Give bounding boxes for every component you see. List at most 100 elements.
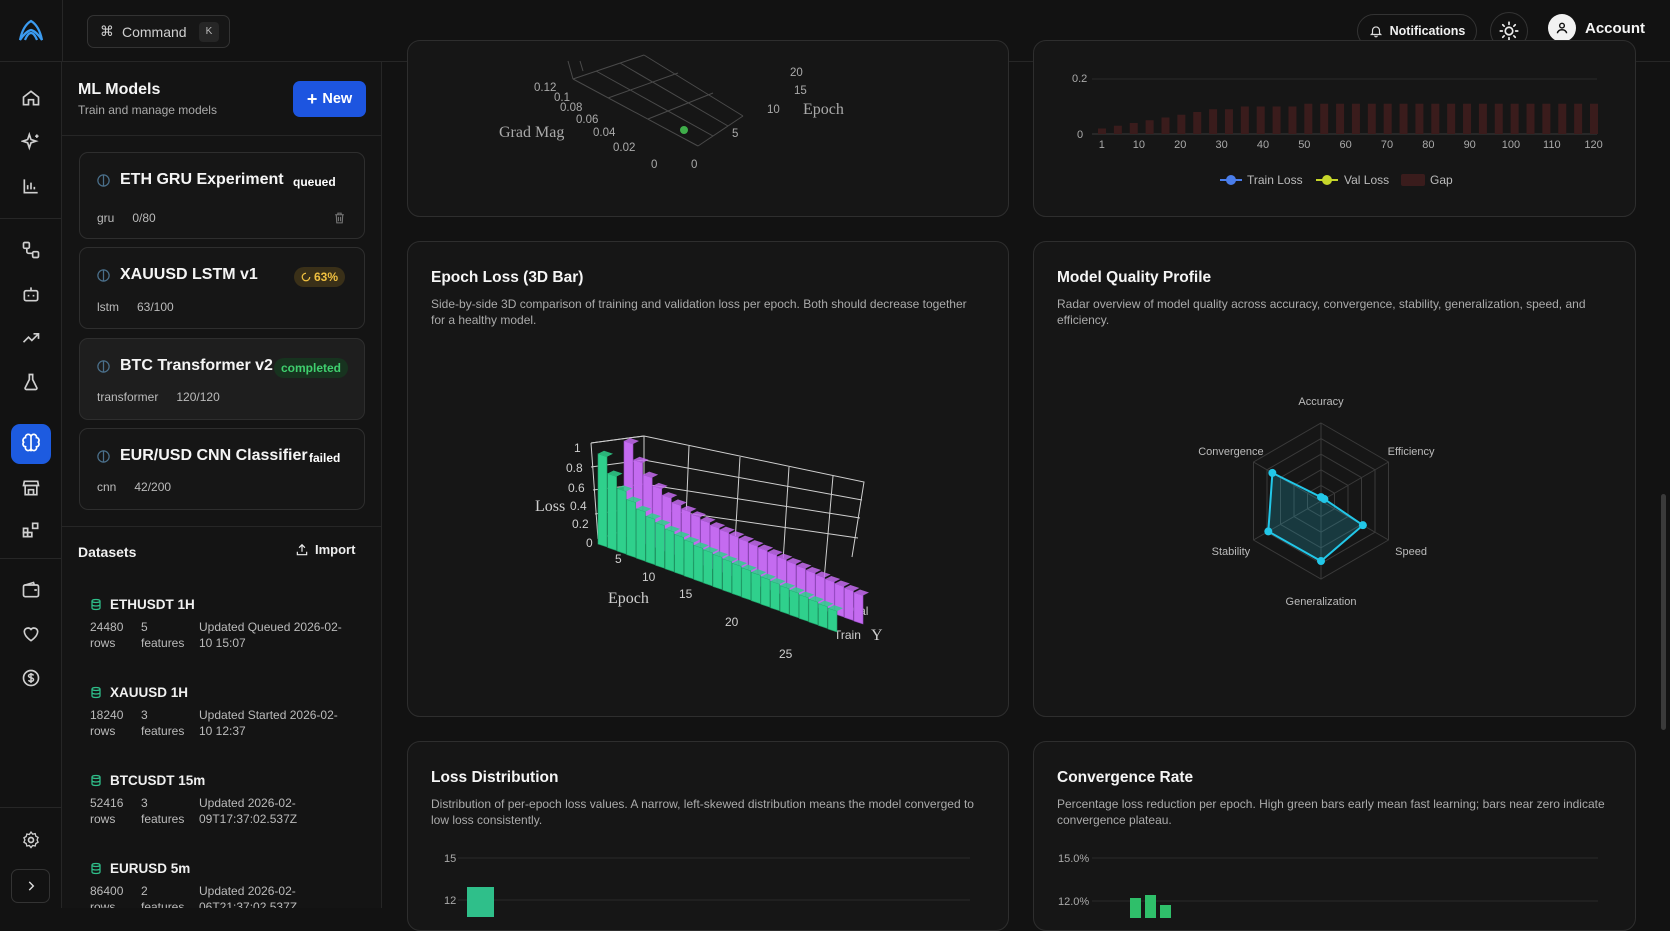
dataset-updated: 06T21:37:02.537Z [199,900,298,908]
plus-icon: + [306,89,318,109]
model-name: XAUUSD LSTM v1 [120,266,258,283]
z-tick: 0.02 [613,142,635,154]
loss-bar [844,587,854,621]
features-label: features [141,636,185,650]
dataset-updated: Updated Queued 2026-02- [199,620,342,634]
radar-point [1358,521,1367,530]
gap-bar [1098,128,1106,134]
account-button[interactable]: Account [1548,14,1645,42]
bot-icon[interactable] [11,274,51,314]
expand-sidebar-button[interactable] [11,869,50,903]
z-tick: 0.04 [593,127,616,139]
rail-divider [0,807,62,808]
command-button[interactable]: ⌘ Command K [87,15,230,48]
x-tick: 40 [1257,139,1269,151]
loss-bar [818,603,828,629]
status-badge: queued [293,175,336,189]
loss-bar-top [710,522,726,529]
x-tick: 10 [767,104,780,116]
quality-card: Model Quality Profile Radar overview of … [1033,241,1636,717]
trending-up-icon[interactable] [11,318,51,358]
command-icon: ⌘ [100,23,114,39]
x-tick: 100 [1502,139,1520,151]
page-scrollbar[interactable] [1661,494,1666,730]
card-description: Percentage loss reduction per epoch. Hig… [1057,797,1605,827]
loss-bar [693,544,704,583]
model-card[interactable]: EUR/USD CNN Classifier failed cnn 42/200 [79,428,365,510]
loss-bar-top [808,596,824,603]
loss-bar-top [652,482,668,489]
x-tick: 20 [1174,139,1186,151]
dataset-name: EURUSD 5m [110,861,191,876]
model-meta: cnn 42/200 [97,480,171,494]
loss-bar [789,589,799,619]
gap-bar [1129,123,1138,134]
dataset-features: 3 [141,796,148,810]
model-card[interactable]: BTC Transformer v2 completed transformer… [79,338,365,420]
sparkles-icon[interactable] [11,122,51,162]
loss-bar-top [770,578,786,585]
x-tick: 15 [794,85,807,97]
dataset-item[interactable]: XAUUSD 1H 18240 rows 3 features Updated St… [90,685,360,739]
dataset-features: 3 [141,708,148,722]
status-badge: 63% [294,267,346,287]
z-tick: 1 [574,441,581,455]
dollar-circle-icon[interactable] [11,658,51,698]
model-card[interactable]: XAUUSD LSTM v1 63% lstm 63/100 [79,247,365,329]
flask-icon[interactable] [11,362,51,402]
model-card[interactable]: ETH GRU Experiment queued gru 0/80 [79,152,365,239]
model-meta: gru 0/80 [97,211,156,225]
loss-bar-top [767,549,783,556]
loss-bar-top [626,496,642,503]
heart-icon[interactable] [11,614,51,654]
z-tick: 0.1 [554,92,570,104]
trash-icon[interactable] [333,211,346,225]
status-badge: failed [309,451,341,465]
model-meta: lstm 63/100 [97,300,174,314]
gap-bar [1145,120,1154,134]
y-axis-label: Y [871,627,883,644]
x-tick: 50 [1298,139,1310,151]
gap-bar [1558,103,1567,134]
blocks-icon[interactable] [11,510,51,550]
store-icon[interactable] [11,468,51,508]
wallet-icon[interactable] [11,570,51,610]
dataset-updated: 10 15:07 [199,636,246,650]
loss-bar [655,522,665,569]
new-model-label: New [322,91,353,107]
y-tick: 15 [444,853,456,865]
dataset-item[interactable]: ETHUSDT 1H 24480 rows 5 features Updated Q… [90,597,360,651]
loss-bar-top [844,585,860,592]
workflow-icon[interactable] [11,230,51,270]
epoch-loss-card: Epoch Loss (3D Bar) Side-by-side 3D comp… [407,241,1009,717]
card-description: Distribution of per-epoch loss values. A… [431,797,974,827]
datasets-title: Datasets [78,544,137,560]
x-tick: 20 [790,67,803,79]
rail-divider [0,218,62,219]
model-arch: transformer [97,390,159,404]
loss-bar-top [636,505,652,512]
card-title: Epoch Loss (3D Bar) [431,269,584,286]
dataset-features: 2 [141,884,148,898]
import-button[interactable]: Import [295,542,355,557]
home-icon[interactable] [11,78,51,118]
loss-bar [645,515,656,566]
model-meta: transformer 120/120 [97,390,220,404]
bar-chart-icon[interactable] [11,166,51,206]
dataset-item[interactable]: BTCUSDT 15m 52416 rows 3 features Updated … [90,773,360,827]
gap-bar [1494,103,1503,134]
loss-bar-top [655,519,671,526]
loss-bar-top [751,569,767,576]
gap-bar [1256,106,1265,134]
histogram-bar [467,887,494,917]
dataset-rows: 18240 [90,708,124,722]
loss-bar-top [748,540,764,547]
brain-icon[interactable] [11,424,51,464]
model-progress: 120/120 [176,390,220,404]
gap-bar [1240,106,1249,134]
new-model-button[interactable]: + New [293,81,366,117]
settings-icon[interactable] [11,820,51,860]
x-tick: 5 [732,128,738,140]
app-logo-icon[interactable] [18,18,44,44]
dataset-item[interactable]: EURUSD 5m 86400 rows 2 features Updated 20… [90,861,360,908]
